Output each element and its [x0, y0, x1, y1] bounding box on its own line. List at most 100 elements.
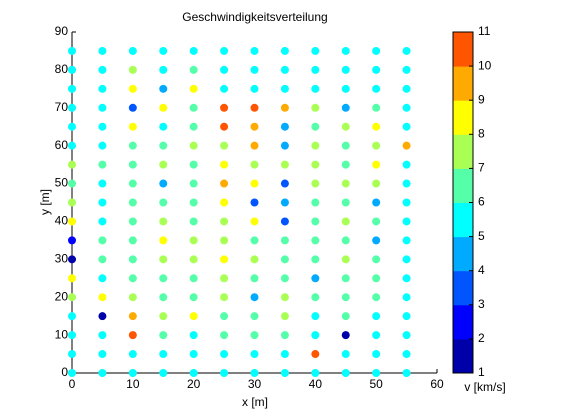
point [280, 46, 289, 55]
point [220, 65, 229, 74]
point [280, 179, 289, 188]
point [220, 312, 229, 321]
point [189, 331, 198, 340]
point [159, 122, 168, 131]
point [341, 236, 350, 245]
point [341, 312, 350, 321]
point [402, 103, 411, 112]
point [250, 293, 259, 302]
point [341, 217, 350, 226]
colorbar-label: v [km/s] [464, 380, 505, 394]
point [159, 293, 168, 302]
point [68, 236, 76, 245]
point [189, 84, 198, 93]
point [68, 65, 76, 74]
point [402, 369, 411, 377]
point [250, 312, 259, 321]
colorbar-tick-label: 9 [478, 92, 485, 106]
point [280, 369, 289, 377]
point [128, 255, 137, 264]
point [98, 198, 107, 207]
point [250, 236, 259, 245]
point [98, 369, 107, 377]
point [402, 46, 411, 55]
point [220, 103, 229, 112]
point [250, 350, 259, 359]
point [98, 331, 107, 340]
point [372, 65, 381, 74]
point [372, 274, 381, 283]
point [311, 331, 320, 340]
point [311, 236, 320, 245]
point [372, 331, 381, 340]
point [128, 217, 137, 226]
point [280, 103, 289, 112]
point [189, 160, 198, 169]
x-tick-label: 0 [69, 377, 76, 391]
point [128, 122, 137, 131]
point [372, 84, 381, 93]
point [402, 179, 411, 188]
point [159, 46, 168, 55]
point [372, 179, 381, 188]
colorbar-tick-label: 3 [478, 297, 485, 311]
point [128, 141, 137, 150]
x-tick-label: 20 [187, 377, 201, 391]
point [311, 217, 320, 226]
y-tick-label: 30 [55, 252, 69, 266]
point [280, 255, 289, 264]
point [98, 236, 107, 245]
point [68, 198, 76, 207]
point [98, 350, 107, 359]
point [250, 160, 259, 169]
point [280, 331, 289, 340]
point [98, 141, 107, 150]
point [402, 65, 411, 74]
point [68, 160, 76, 169]
x-tick-label: 10 [126, 377, 140, 391]
point [220, 350, 229, 359]
point [311, 141, 320, 150]
point [68, 350, 76, 359]
point [220, 46, 229, 55]
point [280, 217, 289, 226]
point [280, 293, 289, 302]
point [159, 84, 168, 93]
point [159, 179, 168, 188]
x-tick-label: 50 [369, 377, 383, 391]
point [220, 293, 229, 302]
point [128, 293, 137, 302]
point [402, 350, 411, 359]
point [98, 84, 107, 93]
point [372, 103, 381, 112]
point [159, 65, 168, 74]
point [250, 103, 259, 112]
point [128, 274, 137, 283]
point [311, 274, 320, 283]
colorbar-band [453, 134, 473, 169]
point [68, 103, 76, 112]
point [68, 274, 76, 283]
point [372, 369, 381, 377]
point [250, 369, 259, 377]
point [372, 46, 381, 55]
point [189, 369, 198, 377]
point [311, 350, 320, 359]
point [128, 46, 137, 55]
point [68, 46, 76, 55]
point [98, 312, 107, 321]
point [128, 103, 137, 112]
point [372, 198, 381, 207]
point [159, 103, 168, 112]
colorbar-band [453, 66, 473, 101]
point [128, 331, 137, 340]
point [250, 255, 259, 264]
point [189, 65, 198, 74]
point [128, 65, 137, 74]
point [98, 46, 107, 55]
x-tick-label: 30 [248, 377, 262, 391]
point [280, 274, 289, 283]
point [189, 122, 198, 131]
colorbar-tick-label: 10 [478, 58, 492, 72]
point [311, 255, 320, 264]
